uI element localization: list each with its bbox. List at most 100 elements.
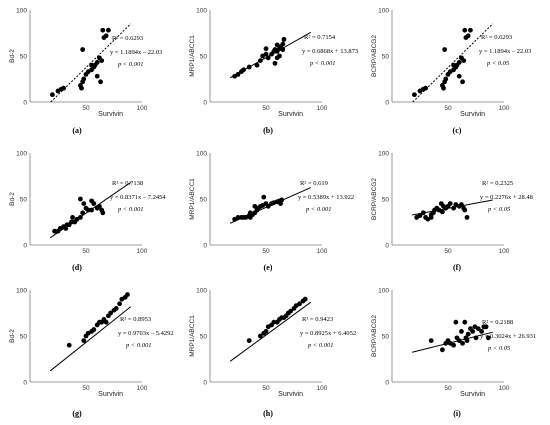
x-tick-label: 50 xyxy=(444,105,452,112)
data-point xyxy=(108,310,114,316)
data-point xyxy=(97,203,102,209)
regression-equation: y = 0.2276x + 28.48 xyxy=(480,194,533,201)
data-point xyxy=(89,198,94,204)
x-tick-label: 50 xyxy=(262,385,270,392)
data-point xyxy=(451,342,456,348)
y-tick-label: 100 xyxy=(378,150,389,157)
data-point xyxy=(103,319,109,325)
data-point xyxy=(99,58,105,63)
p-value: p < 0.001 xyxy=(309,60,336,67)
data-point xyxy=(462,319,468,325)
data-point xyxy=(69,219,74,225)
data-point xyxy=(272,60,278,66)
x-tick-label: 100 xyxy=(137,248,148,255)
panel-b: 100 50 0 50 100 MRP1/ABCC1 Survivin R² = 0.7154… xyxy=(189,7,358,135)
data-point xyxy=(460,340,465,346)
y-tick-label: 100 xyxy=(16,7,27,14)
regression-equation: y = 0.8925x + 6.4052 xyxy=(300,330,356,337)
y-tick-label: 100 xyxy=(196,150,207,157)
data-point xyxy=(447,201,453,207)
data-point xyxy=(89,62,94,68)
x-axis-label: Survivin xyxy=(278,391,303,398)
y-tick-label: 0 xyxy=(203,379,207,386)
r-squared: R² = 0.7154 xyxy=(304,34,336,41)
y-tick-label: 0 xyxy=(23,242,27,249)
data-point xyxy=(271,319,277,325)
y-tick-label: 50 xyxy=(200,196,208,203)
panel-f: 100 50 0 50 100 BCRP/ABCG2 R² = 0.2325 y = 0.22… xyxy=(371,150,533,272)
data-point xyxy=(459,329,464,334)
data-point xyxy=(485,335,491,341)
data-point xyxy=(440,209,445,215)
y-tick-label: 0 xyxy=(203,99,207,106)
data-point xyxy=(302,296,308,302)
data-point xyxy=(263,46,269,52)
data-point xyxy=(106,27,111,33)
y-tick-label: 100 xyxy=(16,150,27,157)
y-tick-label: 100 xyxy=(196,7,207,14)
regression-equation: y = 0.3024x + 26.931 xyxy=(480,333,536,340)
p-value: p < 0.05 xyxy=(487,206,511,213)
y-tick-label: 50 xyxy=(20,333,28,340)
data-point xyxy=(125,292,130,297)
y-axis-label: MRP1/ABCC1 xyxy=(189,35,196,77)
x-tick-label: 50 xyxy=(262,105,270,112)
data-point xyxy=(63,226,69,231)
panel-label: (f) xyxy=(453,263,461,272)
y-axis-label: BCRP/ABCG2 xyxy=(371,35,378,77)
data-point xyxy=(442,47,448,52)
p-value: p < 0.05 xyxy=(487,345,511,352)
data-point xyxy=(80,210,86,216)
data-point xyxy=(460,79,465,85)
r-squared: R² = 0.6293 xyxy=(112,35,143,42)
y-tick-label: 100 xyxy=(378,7,389,14)
regression-equation: y = 0.5389x + 13.922 xyxy=(298,194,354,201)
data-point xyxy=(66,342,72,348)
data-point xyxy=(258,333,263,339)
data-point xyxy=(274,55,280,61)
panel-g: 100 50 0 50 100 Bd-2 Survivin R² = 0.8953 y = 0.… xyxy=(9,287,174,418)
panel-label: (g) xyxy=(72,409,82,418)
data-point xyxy=(265,55,271,61)
x-tick-label: 100 xyxy=(137,385,148,392)
r-squared: R² = 0.2188 xyxy=(482,319,513,326)
y-tick-label: 50 xyxy=(200,53,208,60)
data-point xyxy=(428,338,434,343)
data-point xyxy=(462,207,468,213)
regression-equation: y = 0.9703x – 5.4292 xyxy=(118,330,174,337)
y-axis-label: BCRP/ABCG2 xyxy=(371,315,378,357)
data-point xyxy=(451,62,456,68)
x-tick-label: 50 xyxy=(82,248,90,255)
y-tick-label: 0 xyxy=(23,379,27,386)
panel-label: (d) xyxy=(72,263,82,272)
regression-equation: y = 1.1894x – 22.03 xyxy=(479,48,531,55)
y-axis-label: MRP1/ABCC1 xyxy=(189,315,196,357)
y-tick-label: 100 xyxy=(196,287,207,294)
data-point xyxy=(117,301,122,307)
data-point xyxy=(464,338,470,343)
x-tick-label: 100 xyxy=(499,385,510,392)
data-point xyxy=(263,51,269,57)
data-point xyxy=(440,347,445,353)
x-axis-label: Survivin xyxy=(460,391,485,398)
data-point xyxy=(265,203,271,209)
data-point xyxy=(263,329,269,334)
y-tick-label: 100 xyxy=(16,287,27,294)
data-point xyxy=(80,47,86,52)
data-point xyxy=(252,203,258,209)
data-point xyxy=(258,58,263,63)
panel-label: (a) xyxy=(72,126,82,135)
panel-e: 100 50 0 50 100 MRP1/ABCC1 R² = 0.619 y = 0.538… xyxy=(189,150,354,272)
y-tick-label: 0 xyxy=(203,242,207,249)
y-tick-label: 0 xyxy=(23,99,27,106)
x-axis-label: Survivin xyxy=(278,111,303,118)
data-point xyxy=(461,58,467,63)
p-value: p < 0.001 xyxy=(125,342,152,349)
y-axis-label: MRP1/ABCC1 xyxy=(189,178,196,220)
data-point xyxy=(483,324,489,330)
r-squared: R² = 0.6293 xyxy=(481,34,512,41)
data-point xyxy=(113,306,119,311)
data-point xyxy=(85,207,91,213)
regression-equation: y = 0.6868x + 13.873 xyxy=(302,48,358,55)
